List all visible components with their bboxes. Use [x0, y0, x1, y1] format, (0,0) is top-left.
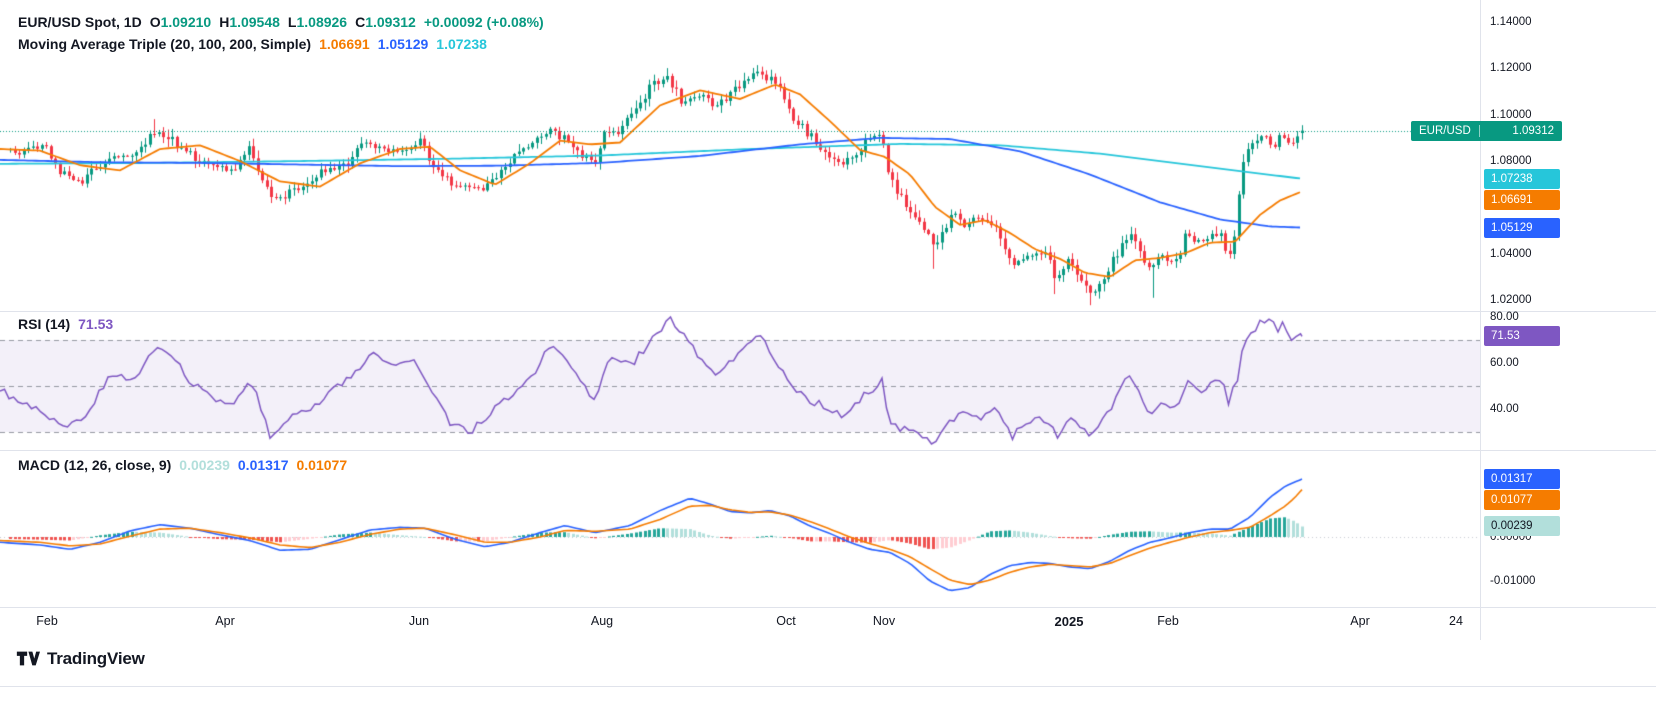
rsi-legend: RSI (14) 71.53: [18, 316, 113, 332]
rsi-axis-label: 40.00: [1490, 403, 1519, 416]
time-axis-label: 24: [1449, 614, 1463, 628]
macd-signal-badge: 0.01077: [1484, 490, 1560, 511]
price-axis-label: 1.10000: [1490, 108, 1532, 121]
ma200-legend-value: 1.07238: [436, 36, 487, 52]
macd-axis-label: -0.01000: [1490, 575, 1536, 588]
macd-panel-canvas[interactable]: [0, 450, 1480, 607]
rsi-indicator-title[interactable]: RSI (14): [18, 316, 71, 332]
ohlc-close-label: C: [355, 14, 366, 30]
pane-divider-time-axis: [0, 607, 1656, 608]
tradingview-attribution[interactable]: TradingView: [16, 648, 145, 669]
pane-divider-macd[interactable]: [0, 450, 1656, 451]
time-axis-label: 2025: [1054, 614, 1084, 629]
tradingview-logo-icon: [16, 651, 40, 666]
symbol-title[interactable]: EUR/USD Spot, 1D: [18, 14, 142, 30]
price-change: +0.00092 (+0.08%): [423, 14, 544, 30]
ohlc-open: O1.09210: [150, 14, 212, 30]
time-axis-label: Nov: [872, 614, 896, 628]
rsi-axis-label: 80.00: [1490, 310, 1519, 323]
ohlc-close-value: 1.09312: [365, 14, 416, 30]
ma-indicator-title[interactable]: Moving Average Triple (20, 100, 200, Sim…: [18, 36, 312, 52]
ohlc-low-value: 1.08926: [296, 14, 348, 30]
pane-divider-rsi[interactable]: [0, 311, 1656, 312]
price-axis-label: 1.02000: [1490, 294, 1532, 307]
price-legend-row1: EUR/USD Spot, 1D O1.09210 H1.09548 L1.08…: [18, 14, 544, 30]
ohlc-high: H1.09548: [219, 14, 280, 30]
ma100-price-badge: 1.05129: [1484, 217, 1560, 238]
rsi-legend-value: 71.53: [78, 316, 114, 332]
price-axis-label: 1.04000: [1490, 247, 1532, 260]
time-axis-label: Oct: [776, 614, 796, 628]
macd-signal-legend-value: 0.01077: [296, 457, 348, 473]
ma20-price-badge: 1.06691: [1484, 189, 1560, 210]
ohlc-high-label: H: [219, 14, 230, 30]
ma20-legend-value: 1.06691: [319, 36, 370, 52]
rsi-value-badge: 71.53: [1484, 326, 1560, 347]
time-axis-label: Feb: [36, 614, 58, 628]
price-axis-label: 1.08000: [1490, 155, 1532, 168]
time-axis-label: Jun: [408, 614, 430, 628]
rsi-axis-label: 60.00: [1490, 357, 1519, 369]
macd-line-badge: 0.01317: [1484, 469, 1560, 490]
rsi-panel-canvas[interactable]: [0, 311, 1480, 450]
badge-separator: [1478, 124, 1480, 137]
page-divider: [0, 686, 1656, 687]
ohlc-low: L1.08926: [288, 14, 347, 30]
ohlc-low-label: L: [287, 14, 297, 30]
tradingview-wordmark: TradingView: [47, 648, 145, 668]
ohlc-high-value: 1.09548: [229, 14, 280, 30]
ohlc-close: C1.09312: [355, 14, 416, 30]
badge-symbol-label: EUR/USD: [1419, 124, 1471, 137]
macd-line-legend-value: 0.01317: [237, 457, 289, 473]
price-axis-label: 1.14000: [1490, 16, 1532, 29]
badge-last-price-value: 1.09312: [1512, 124, 1554, 137]
ohlc-open-label: O: [149, 14, 161, 30]
price-legend-row2: Moving Average Triple (20, 100, 200, Sim…: [18, 36, 487, 52]
ma200-price-badge: 1.07238: [1484, 168, 1560, 189]
macd-indicator-title[interactable]: MACD (12, 26, close, 9): [18, 457, 172, 473]
time-scale-axis[interactable]: Feb Apr Jun Aug Oct Nov 2025 Feb Apr 24: [0, 610, 1480, 640]
price-axis-label: 1.12000: [1490, 62, 1532, 75]
time-axis-label: Feb: [1157, 614, 1179, 628]
price-panel-canvas[interactable]: [0, 0, 1480, 311]
time-axis-label: Apr: [215, 614, 235, 628]
price-scale-axis[interactable]: 1.14000 1.12000 1.10000 1.08000 1.04000 1.020…: [1480, 0, 1656, 640]
macd-legend: MACD (12, 26, close, 9) 0.00239 0.01317 …: [18, 457, 347, 473]
macd-hist-badge: 0.00239: [1484, 516, 1560, 537]
ma100-legend-value: 1.05129: [377, 36, 429, 52]
last-price-badge: EUR/USD 1.09312: [1411, 120, 1562, 141]
ohlc-open-value: 1.09210: [160, 14, 212, 30]
time-axis-label: Aug: [590, 614, 614, 628]
macd-hist-legend-value: 0.00239: [179, 457, 230, 473]
time-axis-label: Apr: [1350, 614, 1370, 628]
